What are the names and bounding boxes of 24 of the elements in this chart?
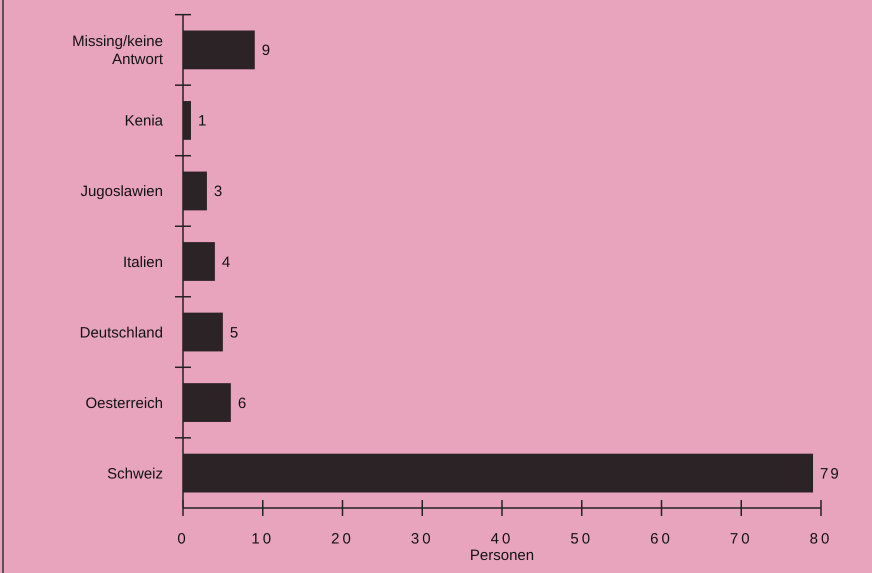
y-tick-label: Schweiz [107,465,163,482]
x-tick-label: 20 [331,530,354,548]
x-axis-title: Personen [470,547,534,564]
data-label: 1 [198,112,208,130]
y-tick-label: Oesterreich [85,394,163,412]
x-tick-label: 50 [570,530,594,548]
data-label: 3 [214,183,224,200]
x-tick-label: 60 [650,530,673,548]
x-tick-label: 40 [490,530,514,548]
data-label: 6 [238,394,248,412]
x-tick-label: 80 [810,530,832,548]
y-tick-label: Jugoslawien [80,183,163,200]
y-tick-label: Italien [122,254,163,271]
y-tick-label: Deutschland [80,324,163,342]
x-tick-label: 30 [410,530,434,548]
x-tick-label: 70 [730,530,753,548]
x-tick-label: 0 [177,530,189,548]
data-label: 4 [222,254,232,271]
data-label: 5 [230,324,240,342]
y-tick-label: Kenia [124,112,164,130]
data-label: 79 [820,465,841,482]
y-tick-label: Missing/keine Antwort [72,33,164,68]
x-tick-label: 10 [251,530,274,548]
data-label: 9 [262,42,272,60]
